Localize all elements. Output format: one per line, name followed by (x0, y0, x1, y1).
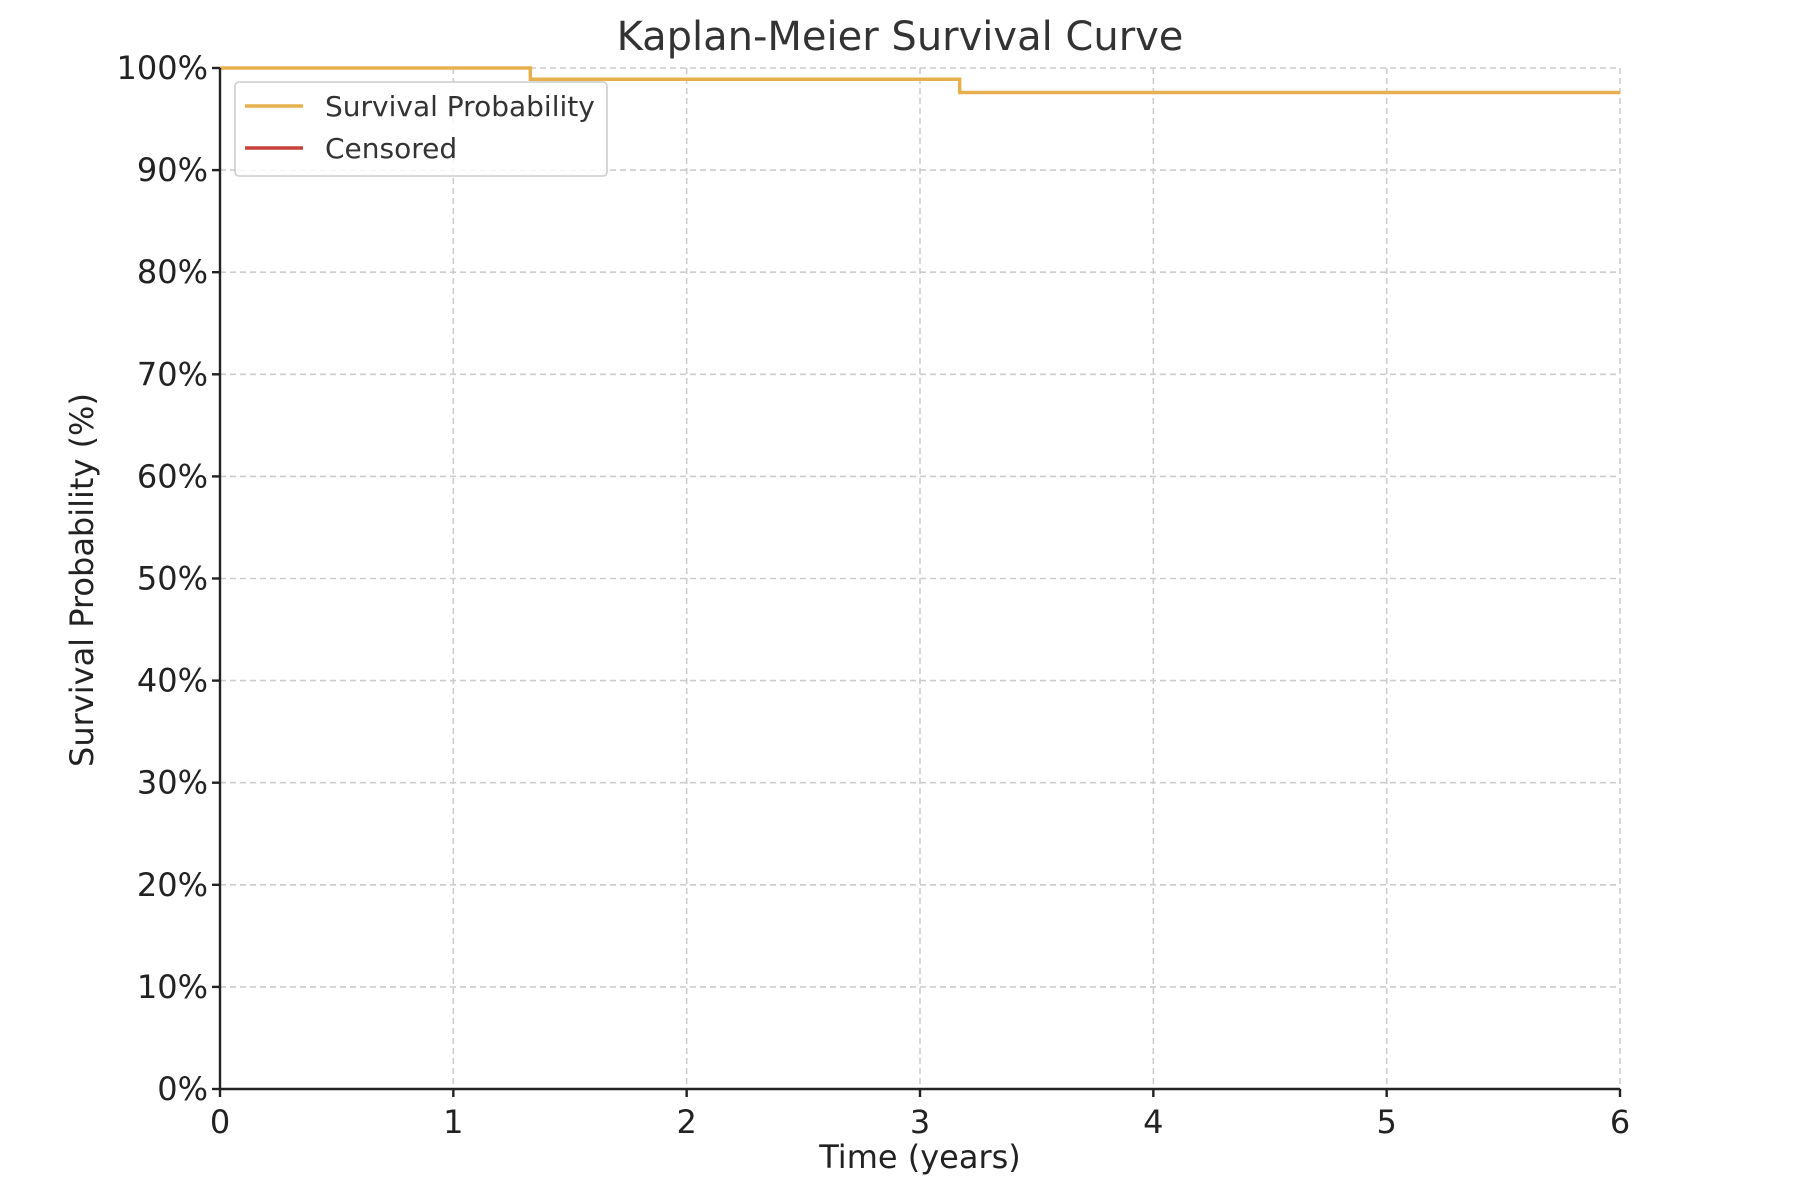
series-line-survival-probability (220, 66, 1620, 95)
x-tick-label: 1 (443, 1103, 463, 1141)
x-tick-label: 6 (1610, 1103, 1630, 1141)
legend-label-survival-probability: Survival Probability (325, 90, 595, 123)
x-tick-label: 3 (910, 1103, 930, 1141)
y-tick-label: 100% (117, 49, 208, 87)
tick-labels: 0 1 2 3 4 5 60%10%20%30%40%50%60%70%80%90%100% (117, 49, 1631, 1141)
legend-label-censored: Censored (325, 132, 457, 165)
series-layer (220, 66, 1620, 95)
x-tick-label: 2 (676, 1103, 696, 1141)
y-tick-label: 70% (137, 355, 208, 393)
chart-title: Kaplan-Meier Survival Curve (617, 14, 1184, 60)
x-tick-label: 0 (210, 1103, 230, 1141)
axes (212, 66, 1622, 1097)
y-tick-label: 80% (137, 253, 208, 291)
y-tick-label: 10% (137, 968, 208, 1006)
y-tick-label: 60% (137, 457, 208, 495)
legend: Survival Probability Censored (234, 81, 608, 177)
y-tick-label: 30% (137, 764, 208, 802)
y-tick-label: 90% (137, 151, 208, 189)
x-tick-label: 4 (1143, 1103, 1163, 1141)
x-tick-label: 5 (1376, 1103, 1396, 1141)
legend-box (234, 81, 608, 177)
grid (219, 67, 1621, 1090)
y-tick-label: 20% (137, 866, 208, 904)
y-tick-label: 50% (137, 560, 208, 598)
x-axis-title: Time (years) (818, 1138, 1021, 1176)
y-tick-label: 0% (157, 1070, 208, 1108)
y-axis-title: Survival Probability (%) (63, 393, 101, 767)
y-tick-label: 40% (137, 662, 208, 700)
